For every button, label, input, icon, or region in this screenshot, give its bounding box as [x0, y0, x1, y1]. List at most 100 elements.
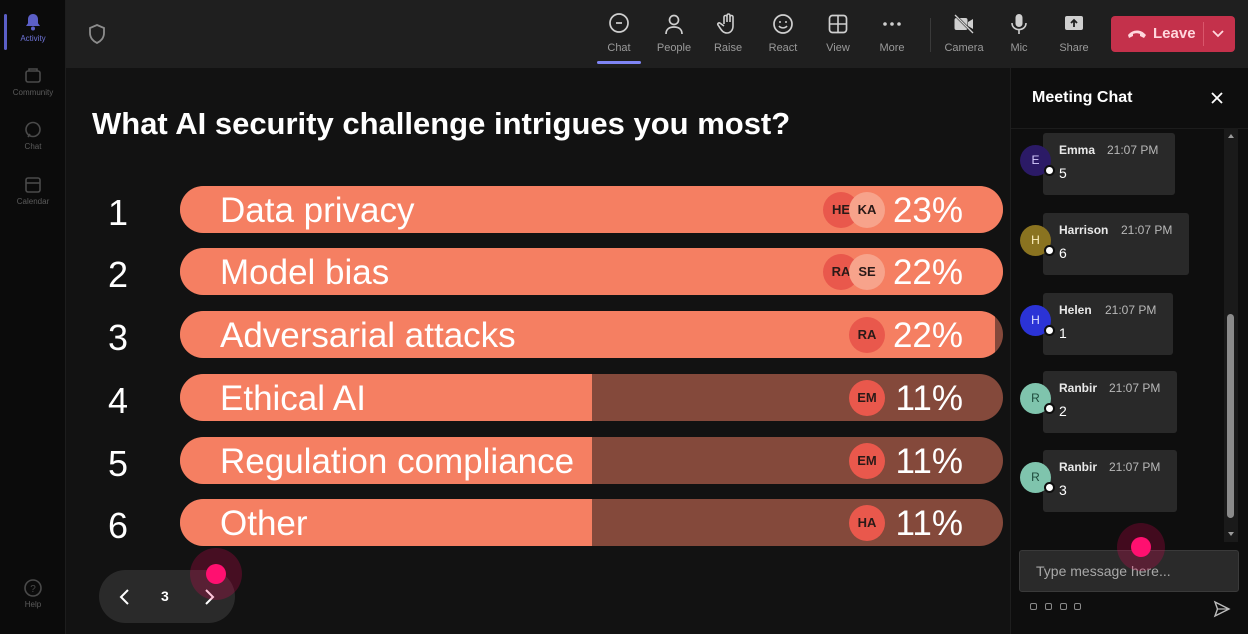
- chat-icon: [609, 13, 629, 33]
- gif-icon[interactable]: [1074, 603, 1081, 610]
- chat-message[interactable]: Ranbir 21:07 PM 3 R: [1011, 446, 1241, 512]
- option-rank: 4: [108, 380, 129, 421]
- calendar-icon: [25, 177, 41, 193]
- option-label: Other: [220, 504, 308, 543]
- leave-divider: [1203, 22, 1204, 46]
- meeting-chat-panel: Meeting Chat Emma 21:07 PM 5 E Harrison 21:07…: [1010, 68, 1248, 634]
- chevron-left-icon[interactable]: [117, 588, 133, 606]
- help-icon: ?: [24, 579, 42, 597]
- option-bar[interactable]: Data privacy 23% HE KA: [180, 186, 1003, 233]
- chat-message[interactable]: Emma 21:07 PM 5 E: [1011, 129, 1241, 195]
- message-time: 21:07 PM: [1107, 143, 1159, 157]
- grid-view-icon: [828, 14, 848, 34]
- toolbar-mic-button[interactable]: Mic: [994, 10, 1044, 60]
- message-text: 1: [1059, 325, 1067, 341]
- toolbar-people-button[interactable]: People: [649, 10, 699, 60]
- rail-item-help[interactable]: ? Help: [0, 578, 66, 609]
- toolbar-more-button[interactable]: More: [867, 10, 917, 60]
- rail-item-community[interactable]: Community: [0, 66, 66, 97]
- option-percent: 22%: [892, 316, 963, 355]
- scroll-up-icon[interactable]: [1227, 132, 1235, 140]
- option-bar[interactable]: Model bias 22% RA SE: [180, 248, 1003, 295]
- toolbar-share-button[interactable]: Share: [1049, 10, 1099, 60]
- toolbar-view-button[interactable]: View: [813, 10, 863, 60]
- option-rank: 3: [108, 317, 129, 358]
- chat-scrollbar[interactable]: [1224, 128, 1238, 542]
- raise-hand-icon: [717, 13, 734, 34]
- scrollbar-thumb[interactable]: [1227, 314, 1234, 518]
- poll-option-row: 4 Ethical AI 11% EM: [66, 374, 1010, 422]
- rail-label: Chat: [24, 142, 42, 151]
- rail-label: Help: [24, 600, 42, 609]
- option-bar-fill: [180, 437, 592, 484]
- toolbar-react-button[interactable]: React: [758, 10, 808, 60]
- format-icon[interactable]: [1030, 603, 1037, 610]
- sender-name: Harrison: [1059, 223, 1109, 237]
- shield-icon[interactable]: [88, 24, 106, 44]
- chat-message[interactable]: Helen 21:07 PM 1 H: [1011, 289, 1241, 355]
- close-icon[interactable]: [1209, 90, 1225, 106]
- svg-text:?: ?: [30, 584, 36, 595]
- option-rank: 2: [108, 254, 129, 295]
- toolbar-label: Share: [1059, 42, 1089, 54]
- chevron-right-icon[interactable]: [201, 588, 217, 606]
- app-rail: Activity Community Chat Calendar ? Help: [0, 0, 66, 634]
- rail-item-activity[interactable]: Activity: [0, 12, 66, 50]
- message-text: 3: [1059, 482, 1067, 498]
- toolbar-label: Camera: [944, 42, 984, 54]
- option-label: Model bias: [220, 253, 390, 292]
- chat-title: Meeting Chat: [1032, 89, 1133, 106]
- toolbar-camera-button[interactable]: Camera: [939, 10, 989, 60]
- scroll-down-icon[interactable]: [1227, 530, 1235, 538]
- poll-option-row: 1 Data privacy 23% HE KA: [66, 186, 1010, 234]
- rail-label: Community: [12, 88, 54, 97]
- option-label: Ethical AI: [220, 379, 366, 418]
- option-percent: 22%: [892, 253, 963, 292]
- chat-message[interactable]: Ranbir 21:07 PM 2 R: [1011, 367, 1241, 433]
- emoji-icon[interactable]: [1060, 603, 1067, 610]
- poll-option-row: 2 Model bias 22% RA SE: [66, 248, 1010, 296]
- rail-item-calendar[interactable]: Calendar: [0, 175, 66, 206]
- message-bubble: Ranbir 21:07 PM 3: [1043, 450, 1177, 512]
- option-bar-fill: [180, 499, 592, 546]
- leave-button[interactable]: Leave: [1111, 16, 1235, 52]
- option-label: Data privacy: [220, 191, 415, 230]
- message-text: 6: [1059, 245, 1067, 261]
- chat-message-input[interactable]: [1019, 550, 1239, 592]
- emoji-icon: [773, 14, 793, 34]
- option-percent: 11%: [895, 379, 963, 418]
- sender-name: Emma: [1059, 143, 1096, 157]
- option-bar[interactable]: Other 11% HA: [180, 499, 1003, 546]
- rail-label: Activity: [20, 34, 46, 43]
- chevron-down-icon[interactable]: [1211, 28, 1225, 40]
- message-bubble: Emma 21:07 PM 5: [1043, 133, 1175, 195]
- message-bubble: Helen 21:07 PM 1: [1043, 293, 1173, 355]
- option-label: Regulation compliance: [220, 442, 575, 481]
- toolbar-label: Mic: [1010, 42, 1028, 54]
- toolbar-chat-button[interactable]: Chat: [594, 10, 644, 64]
- chat-format-tools: [1030, 603, 1090, 613]
- message-time: 21:07 PM: [1105, 303, 1157, 317]
- option-bar[interactable]: Ethical AI 11% EM: [180, 374, 1003, 421]
- option-percent: 11%: [895, 442, 963, 481]
- message-text: 2: [1059, 403, 1067, 419]
- toolbar-divider: [930, 18, 931, 52]
- toolbar-label: View: [826, 42, 850, 54]
- send-icon[interactable]: [1213, 600, 1231, 618]
- more-dots-icon: [883, 22, 901, 26]
- sender-name: Ranbir: [1059, 460, 1098, 474]
- presence-status-icon: [1044, 482, 1055, 493]
- poll-question: What AI security challenge intrigues you…: [92, 106, 791, 141]
- page-number: 3: [161, 588, 169, 604]
- voter-avatar: EM: [849, 443, 885, 479]
- share-screen-icon: [1065, 16, 1083, 30]
- option-bar[interactable]: Regulation compliance 11% EM: [180, 437, 1003, 484]
- toolbar-label: More: [879, 42, 905, 54]
- attach-icon[interactable]: [1045, 603, 1052, 610]
- chat-message-list[interactable]: Emma 21:07 PM 5 E Harrison 21:07 PM 6 H Helen 21:…: [1011, 128, 1248, 542]
- option-bar[interactable]: Adversarial attacks 22% RA: [180, 311, 1003, 358]
- toolbar-raise-button[interactable]: Raise: [703, 10, 753, 60]
- voter-avatar: EM: [849, 380, 885, 416]
- rail-item-chat[interactable]: Chat: [0, 120, 66, 151]
- chat-message[interactable]: Harrison 21:07 PM 6 H: [1011, 209, 1241, 275]
